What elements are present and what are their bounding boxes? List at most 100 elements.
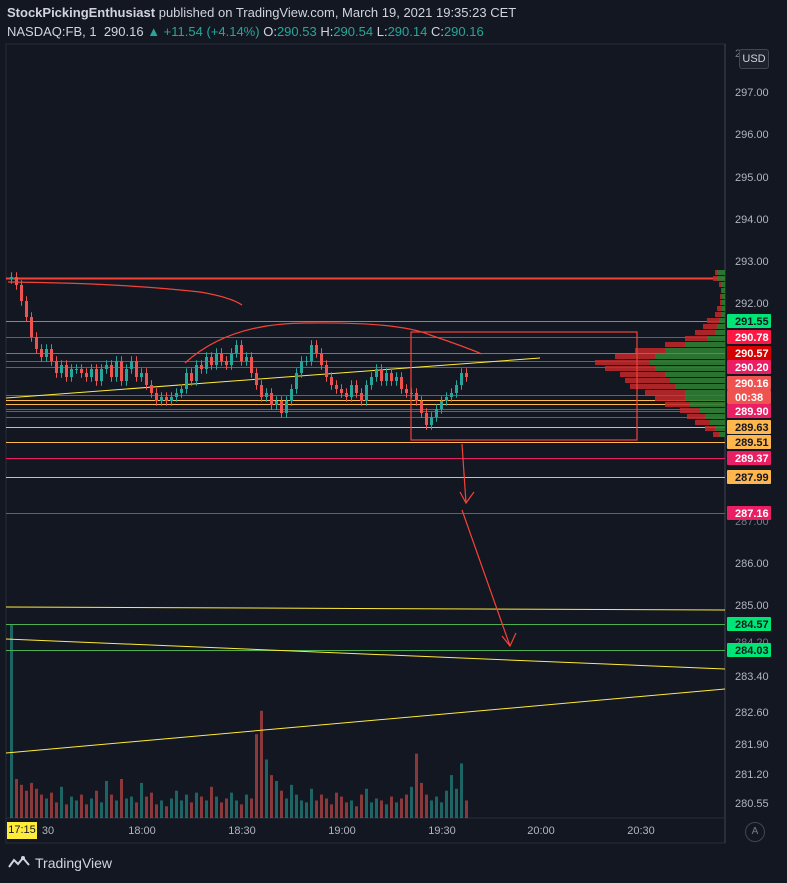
volume-bar xyxy=(420,782,423,818)
candle-body xyxy=(320,353,323,365)
profile-buy-bar xyxy=(722,300,725,305)
profile-sell-bar xyxy=(695,420,710,425)
range-box xyxy=(410,331,638,441)
price-tick-label: 292.00 xyxy=(735,298,769,310)
candle-body xyxy=(30,317,33,337)
quote-line: NASDAQ:FB, 1 290.16 ▲ +11.54 (+4.14%) O:… xyxy=(7,24,707,40)
author-name[interactable]: StockPickingEnthusiast xyxy=(7,5,156,20)
currency-button[interactable]: USD xyxy=(739,49,769,69)
volume-bar xyxy=(440,802,443,818)
candle-body xyxy=(120,361,123,381)
profile-sell-bar xyxy=(655,396,685,401)
volume-profile xyxy=(595,270,725,437)
volume-bar xyxy=(365,788,368,818)
time-tick-label: 30 xyxy=(42,825,54,837)
profile-buy-bar xyxy=(722,288,725,293)
volume-bar xyxy=(220,802,223,818)
symbol-label[interactable]: NASDAQ:FB, 1 xyxy=(7,24,97,39)
volume-bar xyxy=(255,734,258,818)
volume-tick-label: 281.20 xyxy=(735,769,769,781)
candle-body xyxy=(20,285,23,301)
candle-body xyxy=(90,369,93,377)
curve-drawing xyxy=(184,322,483,364)
price-label-bg xyxy=(727,643,771,657)
volume-bar xyxy=(310,788,313,818)
volume-bar xyxy=(390,796,393,818)
time-tick-label: 18:00 xyxy=(128,825,156,837)
candle-body xyxy=(135,361,138,377)
candle-body xyxy=(170,397,173,401)
price-label: 284.57 xyxy=(735,619,769,631)
profile-sell-bar xyxy=(695,330,715,335)
volume-bar xyxy=(240,804,243,818)
volume-tick-label: 283.40 xyxy=(735,671,769,683)
candle-body xyxy=(385,373,388,381)
price-label-bg xyxy=(727,346,771,360)
candle-body xyxy=(65,365,68,377)
profile-buy-bar xyxy=(675,384,725,389)
volume-bar xyxy=(275,780,278,818)
price-label-bg xyxy=(727,330,771,344)
trend-line xyxy=(5,606,726,611)
volume-bar xyxy=(270,775,273,818)
candle-body xyxy=(230,353,233,365)
volume-bar xyxy=(195,792,198,818)
volume-bar xyxy=(405,794,408,818)
volume-bar xyxy=(90,798,93,818)
price-label-bg xyxy=(727,506,771,520)
auto-scale-button[interactable]: A xyxy=(745,822,765,842)
tradingview-logo[interactable]: TradingView xyxy=(8,855,112,871)
profile-sell-bar xyxy=(687,414,705,419)
volume-bar xyxy=(295,794,298,818)
profile-sell-bar xyxy=(721,288,722,293)
time-axis[interactable]: 30 18:00 18:30 19:00 19:30 20:00 20:30 xyxy=(42,825,655,837)
time-tick-label: 18:30 xyxy=(228,825,256,837)
volume-bar xyxy=(425,794,428,818)
volume-bar xyxy=(375,798,378,818)
last-price: 290.16 xyxy=(103,24,144,39)
profile-sell-bar xyxy=(645,390,685,395)
volume-bar xyxy=(135,802,138,818)
volume-bar xyxy=(140,782,143,818)
volume-bar xyxy=(40,794,43,818)
candle-body xyxy=(455,385,458,393)
candle-body xyxy=(10,277,13,279)
volume-bar xyxy=(340,796,343,818)
price-tick-label: 286.00 xyxy=(735,558,769,570)
profile-sell-bar xyxy=(705,426,715,431)
candle-body xyxy=(465,373,468,377)
candle-body xyxy=(275,401,278,405)
candle-body xyxy=(80,369,83,373)
time-tick-label: 19:00 xyxy=(328,825,356,837)
trend-line xyxy=(5,638,726,670)
profile-sell-bar xyxy=(665,402,690,407)
candle-body xyxy=(295,373,298,389)
price-tick-label: 295.00 xyxy=(735,172,769,184)
volume-bar xyxy=(10,624,13,818)
candle-body xyxy=(140,373,143,377)
price-label-bg xyxy=(727,314,771,328)
volume-bar xyxy=(280,790,283,818)
price-label: 00:38 xyxy=(735,392,763,404)
logo-text: TradingView xyxy=(35,855,113,871)
profile-buy-bar xyxy=(665,372,725,377)
volume-bar xyxy=(70,796,73,818)
candle-body xyxy=(130,361,133,369)
price-tick-label: 296.00 xyxy=(735,129,769,141)
candle-body xyxy=(355,385,358,393)
profile-sell-bar xyxy=(713,432,719,437)
candle-body xyxy=(255,373,258,385)
candle-body xyxy=(155,393,158,401)
volume-tick-label: 281.90 xyxy=(735,739,769,751)
price-label: 289.63 xyxy=(735,422,769,434)
profile-buy-bar xyxy=(717,270,725,275)
horizontal-levels xyxy=(6,277,725,651)
volume-bar xyxy=(175,790,178,818)
volume-bar xyxy=(385,804,388,818)
candle-body xyxy=(75,369,78,370)
volume-bar xyxy=(110,794,113,818)
profile-sell-bar xyxy=(707,318,719,323)
volume-bar xyxy=(30,782,33,818)
price-label: 287.99 xyxy=(735,472,769,484)
